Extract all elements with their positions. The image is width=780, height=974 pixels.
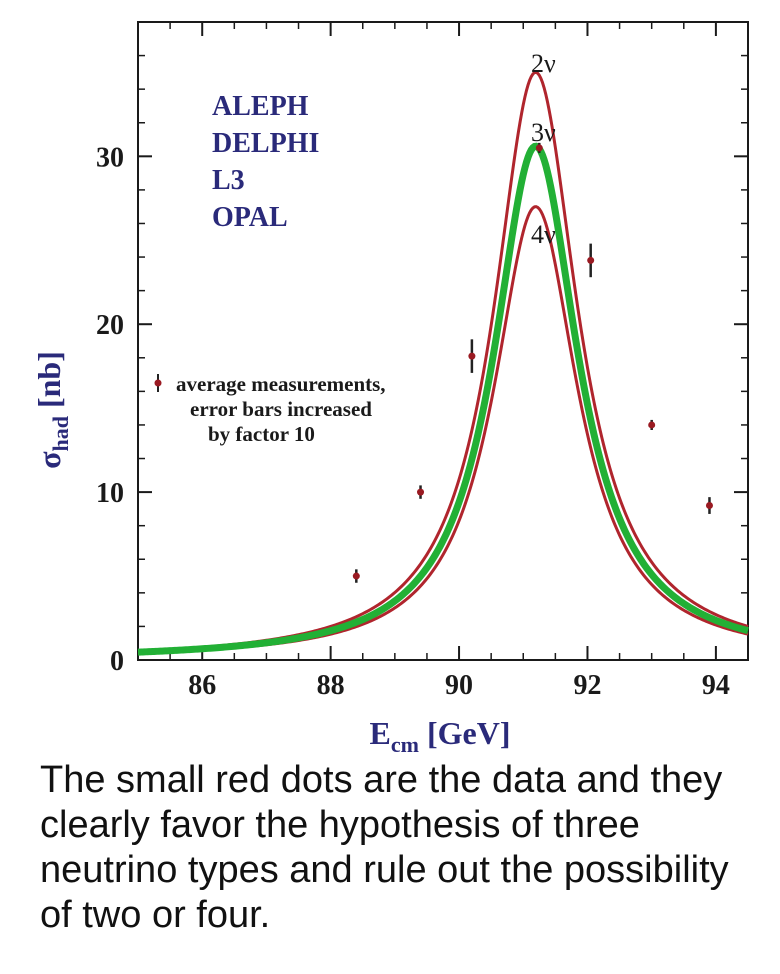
y-tick-label: 0 [110, 646, 124, 677]
data-point [648, 421, 656, 429]
y-tick-label: 20 [96, 310, 124, 341]
legend: average measurements, error bars increas… [154, 372, 386, 446]
series-label-2nu: 2ν [531, 49, 556, 78]
data-point [587, 256, 595, 264]
x-tick-label: 92 [573, 670, 601, 701]
x-tick-label: 94 [702, 670, 730, 701]
x-axis-label: Ecm [GeV] [370, 715, 511, 757]
experiment-list: ALEPH DELPHI L3 OPAL [212, 91, 319, 233]
x-tick-label: 88 [317, 670, 345, 701]
series-label-3nu: 3ν [531, 118, 556, 147]
data-point [352, 572, 360, 580]
caption: The small red dots are the data and they… [40, 759, 729, 936]
data-point [705, 502, 713, 510]
x-tick-label: 90 [445, 670, 473, 701]
experiment-label: DELPHI [212, 128, 319, 159]
data-point [468, 352, 476, 360]
legend-point-symbol [154, 379, 162, 387]
data-points [352, 142, 713, 583]
legend-text-line: error bars increased [190, 397, 372, 421]
y-axis-label: σhad[nb] [31, 351, 73, 469]
data-point [417, 488, 425, 496]
curves [137, 70, 749, 656]
curve-2nu [137, 70, 749, 653]
experiment-label: OPAL [212, 202, 288, 233]
axes: 86 88 90 92 94 0 10 20 30 [96, 21, 749, 701]
y-tick-label: 30 [96, 142, 124, 173]
z-lineshape-chart: 86 88 90 92 94 0 10 20 30 ALEPH DELPHI L3 OPAL a… [31, 21, 749, 757]
legend-text-line: average measurements, [176, 372, 386, 396]
plot-frame [137, 21, 749, 661]
experiment-label: ALEPH [212, 91, 309, 122]
data-point [535, 144, 543, 152]
experiment-label: L3 [212, 165, 245, 196]
curve-3nu [137, 142, 749, 656]
y-tick-label: 10 [96, 478, 124, 509]
legend-text-line: by factor 10 [208, 422, 315, 446]
series-label-4nu: 4ν [531, 220, 556, 249]
x-tick-label: 86 [188, 670, 216, 701]
